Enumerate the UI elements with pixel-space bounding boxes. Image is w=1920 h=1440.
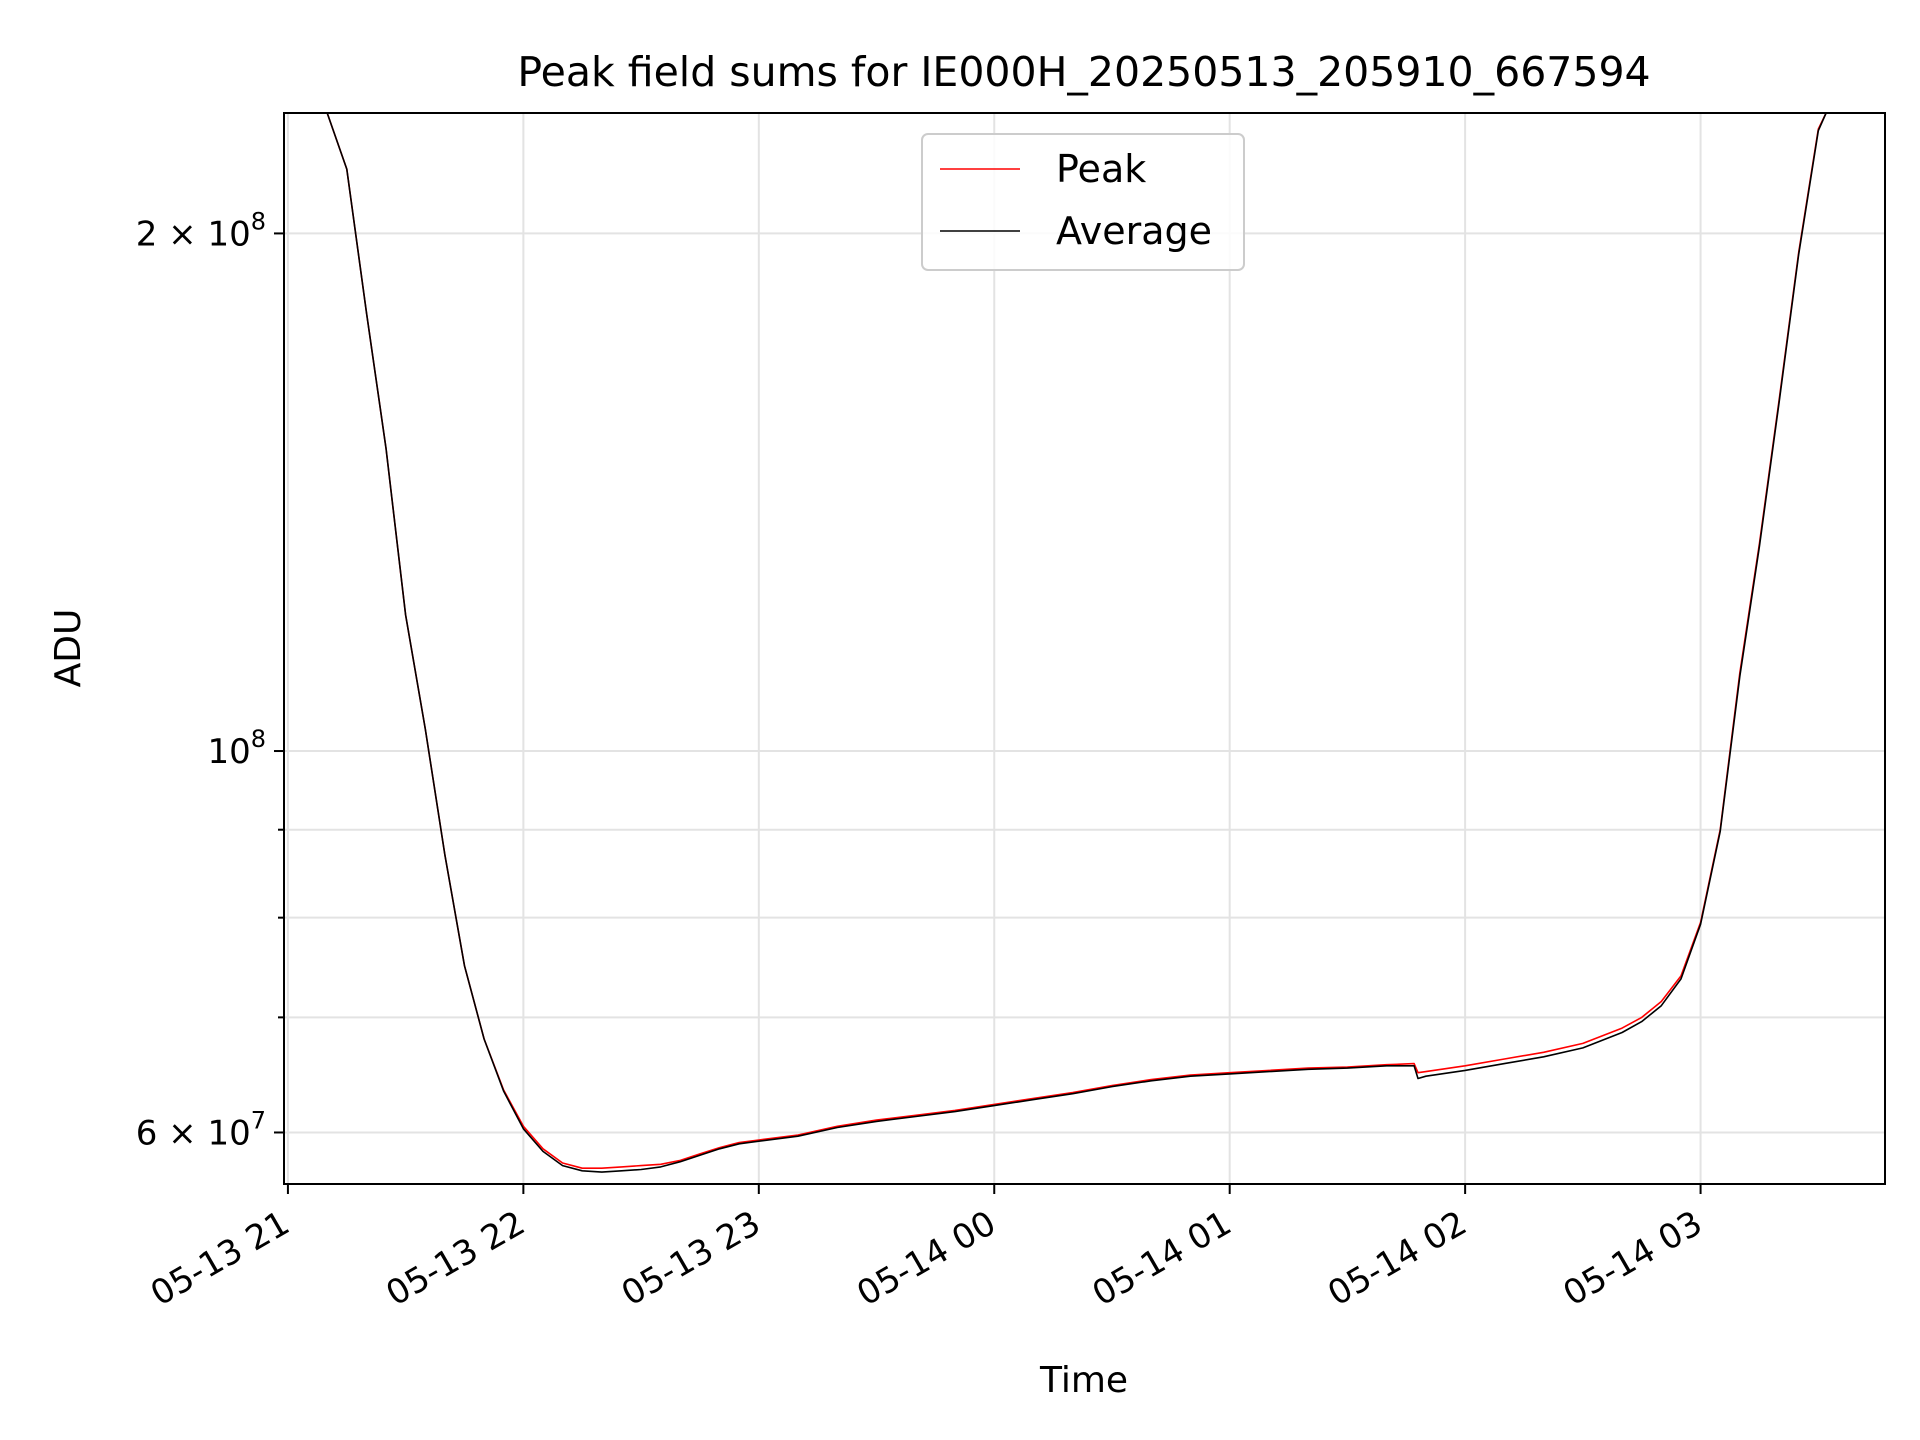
series-layer xyxy=(287,112,1827,1173)
y-tick-base: 2 × 10 xyxy=(136,214,251,254)
y-tick-exponent: 8 xyxy=(251,725,266,753)
legend-label-peak: Peak xyxy=(1056,147,1146,191)
plot-frame xyxy=(283,112,1886,1185)
legend-label-average: Average xyxy=(1056,209,1212,253)
x-tick-label: 05-14 00 xyxy=(850,1203,1002,1314)
legend-box xyxy=(921,133,1245,271)
y-tick-exponent: 7 xyxy=(251,1106,266,1134)
x-axis-label: Time xyxy=(1039,1360,1128,1401)
x-tick-label: 05-13 23 xyxy=(615,1203,767,1314)
chart-title: Peak field sums for IE000H_20250513_2059… xyxy=(517,48,1650,96)
y-tick-label: 108 xyxy=(207,725,266,772)
x-tick-label: 05-14 02 xyxy=(1321,1203,1473,1314)
x-tick-label: 05-14 01 xyxy=(1086,1203,1238,1314)
grid xyxy=(284,113,1885,1184)
y-tick-label: 2 × 108 xyxy=(136,207,266,254)
y-tick-base: 10 xyxy=(207,732,250,772)
series-line-peak xyxy=(287,112,1827,1169)
x-axis: 05-13 21 05-13 22 05-13 23 05-14 00 05-14 01… xyxy=(144,1184,1709,1314)
x-tick-label: 05-14 03 xyxy=(1557,1203,1709,1314)
legend: Peak Average xyxy=(921,133,1245,271)
y-tick-exponent: 8 xyxy=(251,207,266,235)
x-tick-label: 05-13 22 xyxy=(379,1203,531,1314)
series-line-average xyxy=(287,112,1827,1173)
y-tick-base: 6 × 10 xyxy=(136,1113,251,1153)
y-axis-label: ADU xyxy=(48,609,89,688)
x-tick-label: 05-13 21 xyxy=(144,1203,296,1314)
y-tick-label: 6 × 107 xyxy=(136,1106,266,1153)
